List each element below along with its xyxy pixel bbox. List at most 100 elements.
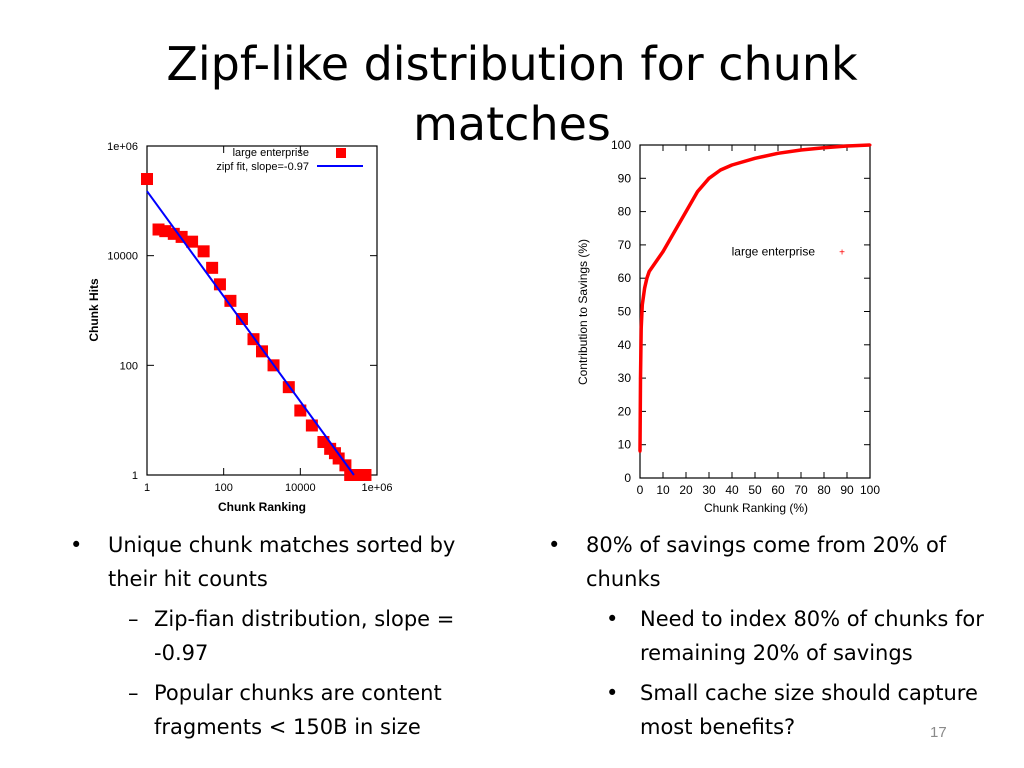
legend-label: zipf fit, slope=-0.97 <box>216 161 309 173</box>
right-bullet-list: • 80% of savings come from 20% of chunks… <box>548 528 1016 744</box>
x-tick-label: 60 <box>771 483 785 497</box>
x-tick-label: 90 <box>840 483 854 497</box>
legend: large enterprise zipf fit, slope=-0.97 <box>216 147 363 173</box>
data-point <box>652 263 656 267</box>
data-point <box>647 270 651 274</box>
sub-bullet-item: • Need to index 80% of chunks for remain… <box>548 602 1016 670</box>
slide-title-line2: matches <box>413 98 611 146</box>
data-point <box>247 333 260 346</box>
bullet-item: • Unique chunk matches sorted by their h… <box>70 528 510 596</box>
bullet-text: Unique chunk matches sorted by their hit… <box>108 533 456 591</box>
sub-bullet-marker: – <box>128 681 139 705</box>
y-tick-label: 100 <box>120 360 138 372</box>
x-tick-label: 20 <box>679 483 693 497</box>
page-number: 17 <box>930 724 947 741</box>
data-point <box>643 286 647 290</box>
x-tick-label: 10 <box>656 483 670 497</box>
bullet-text: 80% of savings come from 20% of chunks <box>586 533 947 591</box>
plot-frame <box>146 145 378 476</box>
y-tick-label: 90 <box>618 171 632 185</box>
bullet-marker: • <box>70 533 83 557</box>
data-point <box>197 245 210 258</box>
x-tick-label: 50 <box>748 483 762 497</box>
y-tick-label: 10 <box>618 438 632 452</box>
sub-bullet-marker: • <box>606 681 619 705</box>
data-point <box>141 173 153 186</box>
y-tick-label: 30 <box>618 371 632 385</box>
data-point <box>799 148 803 152</box>
y-tick-label: 60 <box>618 271 632 285</box>
legend-marker: + <box>839 248 845 259</box>
sub-bullet-marker: • <box>606 607 619 631</box>
savings-chart: 0 10 20 30 40 50 60 70 80 90 100 0 10 20 30 40 50 60 70 80 9… <box>576 138 880 515</box>
data-point <box>868 143 872 147</box>
sub-bullet-item: – Popular chunks are content fragments <… <box>70 676 510 744</box>
y-tick-label: 40 <box>618 338 632 352</box>
fit-line <box>146 190 355 476</box>
sub-bullet-marker: – <box>128 607 139 631</box>
data-point <box>186 235 199 248</box>
x-tick-label: 1e+06 <box>362 482 393 494</box>
data-point <box>206 261 219 274</box>
x-tick-label: 30 <box>702 483 716 497</box>
sub-bullet-text: Popular chunks are content fragments < 1… <box>154 681 442 739</box>
y-tick-label: 80 <box>618 205 632 219</box>
data-point <box>707 176 711 180</box>
data-point <box>684 210 688 214</box>
y-tick-label: 50 <box>618 305 632 319</box>
x-tick-label: 10000 <box>285 482 316 494</box>
x-axis-label: Chunk Ranking <box>218 500 306 514</box>
y-tick-label: 1e+06 <box>107 141 138 153</box>
y-tick-label: 0 <box>624 471 631 485</box>
legend-marker <box>336 148 346 158</box>
data-point <box>730 163 734 167</box>
data-point <box>673 230 676 234</box>
x-tick-label: 70 <box>794 483 808 497</box>
x-tick-label: 0 <box>637 483 644 497</box>
legend-label: large enterprise <box>732 245 816 259</box>
y-tick-label: 70 <box>618 238 632 252</box>
data-point <box>294 404 307 417</box>
plot-frame <box>639 144 871 479</box>
data-point <box>719 168 722 172</box>
y-tick-label: 10000 <box>107 251 138 263</box>
y-axis-label: Contribution to Savings (%) <box>576 239 590 385</box>
y-tick-label: 20 <box>618 404 632 418</box>
y-tick-label: 100 <box>611 138 631 152</box>
legend: large enterprise + <box>732 245 845 259</box>
x-axis-label: Chunk Ranking (%) <box>704 501 808 515</box>
x-tick-label: 100 <box>214 482 232 494</box>
data-point <box>639 326 643 330</box>
bullet-item: • 80% of savings come from 20% of chunks <box>548 528 1016 596</box>
slide-title: Zipf-like distribution for chunk <box>166 37 858 91</box>
sub-bullet-item: • Small cache size should capture most b… <box>548 676 1016 744</box>
data-point <box>696 190 699 194</box>
sub-bullet-item: – Zip-fian distribution, slope = -0.97 <box>70 602 510 670</box>
y-axis-label: Chunk Hits <box>87 278 101 342</box>
data-point <box>640 303 644 307</box>
data-point <box>776 151 780 155</box>
series-line <box>638 143 871 452</box>
data-point <box>638 376 642 380</box>
x-tick-label: 80 <box>817 483 831 497</box>
data-point <box>359 469 372 481</box>
data-point <box>224 294 237 307</box>
sub-bullet-text: Zip-fian distribution, slope = -0.97 <box>154 607 455 665</box>
x-tick-label: 100 <box>860 483 880 497</box>
data-point <box>645 276 649 280</box>
sub-bullet-text: Need to index 80% of chunks for remainin… <box>640 607 984 665</box>
sub-bullet-text: Small cache size should capture most ben… <box>640 681 978 739</box>
data-point <box>845 144 849 148</box>
data-point <box>661 250 665 254</box>
bullet-marker: • <box>548 533 561 557</box>
data-point <box>753 156 757 160</box>
legend-label: large enterprise <box>233 147 309 159</box>
data-point <box>822 146 826 150</box>
x-tick-label: 40 <box>725 483 739 497</box>
x-tick-label: 1 <box>144 482 150 494</box>
data-point <box>305 419 318 432</box>
left-bullet-list: • Unique chunk matches sorted by their h… <box>70 528 510 744</box>
y-tick-label: 1 <box>132 470 138 482</box>
data-point <box>638 449 642 453</box>
zipf-chart: 1 100 10000 1e+06 1 100 10000 1e+06 large enterp… <box>87 141 393 514</box>
